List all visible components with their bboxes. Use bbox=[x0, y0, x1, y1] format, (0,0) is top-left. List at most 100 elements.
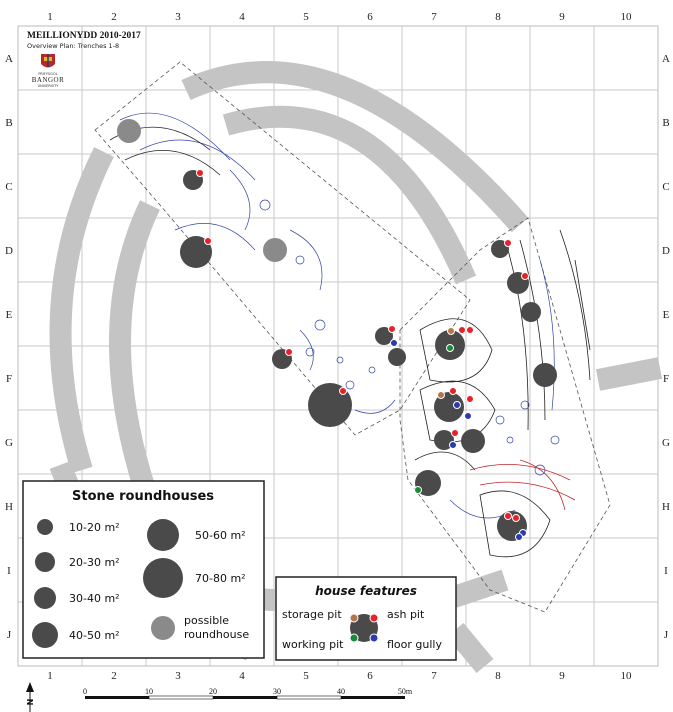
storage-pit-dot bbox=[447, 327, 455, 335]
row-label: E bbox=[663, 309, 670, 321]
row-labels-right: A B C D E F G H I J bbox=[662, 53, 670, 641]
ash-pit-dot bbox=[204, 237, 212, 245]
ash-pit-dot bbox=[512, 514, 520, 522]
ash-pit-dot bbox=[458, 326, 466, 334]
trench-outlines bbox=[94, 61, 611, 613]
row-label: H bbox=[5, 501, 13, 513]
roundhouse bbox=[375, 327, 393, 345]
logo-small-bottom: UNIVERSITY bbox=[38, 84, 60, 88]
logo-small-top: PRIFYSGOL bbox=[38, 72, 57, 76]
col-label: 9 bbox=[559, 11, 565, 23]
working-pit-dot bbox=[446, 344, 454, 352]
col-label: 4 bbox=[239, 11, 245, 23]
col-label: 10 bbox=[621, 670, 633, 682]
north-arrow-icon: N bbox=[26, 682, 35, 712]
floor-gully-dot bbox=[515, 533, 523, 541]
col-label: 6 bbox=[367, 670, 373, 682]
row-labels-left: A B C D E F G H I J bbox=[5, 53, 13, 641]
row-label: G bbox=[662, 437, 670, 449]
row-label: E bbox=[6, 309, 13, 321]
floor-gully-dot bbox=[369, 633, 379, 643]
outer-ring-arc bbox=[181, 61, 529, 233]
scale-tick: 50m bbox=[398, 687, 413, 696]
ash-pit-dot bbox=[521, 272, 529, 280]
ash-pit-dot bbox=[466, 395, 474, 403]
legend-swatch-30-40 bbox=[34, 587, 56, 609]
legend-label-possible: possible bbox=[184, 614, 229, 627]
roundhouse-possible bbox=[117, 119, 141, 143]
legend-label: 10-20 m² bbox=[69, 521, 120, 534]
roundhouse bbox=[461, 429, 485, 453]
row-label: A bbox=[662, 53, 670, 65]
trench-southeast bbox=[399, 217, 611, 613]
house-features-legend: house features storage pit ash pit worki… bbox=[275, 576, 457, 661]
legend-label: 70-80 m² bbox=[195, 572, 246, 585]
legend-swatch-40-50 bbox=[32, 622, 58, 648]
ash-pit-label: ash pit bbox=[387, 608, 425, 621]
row-label: C bbox=[662, 181, 669, 193]
ring-south-stub bbox=[446, 622, 494, 674]
working-pit-dot bbox=[349, 633, 359, 643]
scale-tick: 40 bbox=[337, 687, 345, 696]
floor-gully-dot bbox=[449, 441, 457, 449]
col-label: 2 bbox=[111, 11, 117, 23]
university-logo: PRIFYSGOL BANGOR UNIVERSITY bbox=[32, 54, 64, 88]
row-label: I bbox=[664, 565, 668, 577]
legend-label: 20-30 m² bbox=[69, 556, 120, 569]
outer-ring-west-arc bbox=[49, 147, 114, 474]
legend-swatch-20-30 bbox=[35, 552, 55, 572]
middle-ring-west-arc bbox=[109, 200, 161, 509]
storage-pit-dot bbox=[349, 613, 359, 623]
row-label: F bbox=[663, 373, 669, 385]
roundhouse-possible bbox=[263, 238, 287, 262]
shield-icon bbox=[41, 54, 55, 68]
row-label: A bbox=[5, 53, 13, 65]
working-pit-label: working pit bbox=[282, 638, 344, 651]
trench-northwest bbox=[94, 61, 471, 436]
ash-pit-dot bbox=[369, 613, 379, 623]
col-label: 1 bbox=[47, 11, 53, 23]
col-label: 6 bbox=[367, 11, 373, 23]
row-label: F bbox=[6, 373, 12, 385]
roundhouse bbox=[521, 302, 541, 322]
legend-label: 40-50 m² bbox=[69, 629, 120, 642]
col-label: 5 bbox=[303, 11, 309, 23]
row-label: C bbox=[5, 181, 12, 193]
ash-pit-dot bbox=[388, 325, 396, 333]
col-label: 8 bbox=[495, 670, 501, 682]
legend-swatch-50-60 bbox=[147, 519, 179, 551]
row-label: J bbox=[664, 629, 669, 641]
scale-bar: 0 10 20 30 40 50m bbox=[83, 687, 413, 700]
col-label: 2 bbox=[111, 670, 117, 682]
floor-gully-dot bbox=[464, 412, 472, 420]
working-pit-dot bbox=[414, 486, 422, 494]
north-label: N bbox=[26, 699, 35, 706]
map-title: MEILLIONYDD 2010-2017 bbox=[27, 31, 141, 41]
storage-pit-dot bbox=[437, 391, 445, 399]
scale-tick: 10 bbox=[145, 687, 153, 696]
col-label: 10 bbox=[621, 11, 633, 23]
ring-east-stub bbox=[595, 357, 663, 391]
map-subtitle: Overview Plan: Trenches 1-8 bbox=[27, 42, 119, 50]
stone-roundhouses-legend: Stone roundhouses 10-20 m² 20-30 m² 30-4… bbox=[22, 480, 265, 659]
ash-pit-dot bbox=[339, 387, 347, 395]
ash-pit-dot bbox=[451, 429, 459, 437]
scale-tick: 20 bbox=[209, 687, 217, 696]
house-features-title: house features bbox=[315, 584, 417, 598]
col-label: 7 bbox=[431, 670, 437, 682]
storage-pit-label: storage pit bbox=[282, 608, 342, 621]
column-labels-top: 1 2 3 4 5 6 7 8 9 10 bbox=[47, 11, 632, 23]
col-label: 3 bbox=[175, 11, 181, 23]
title-block: MEILLIONYDD 2010-2017 Overview Plan: Tre… bbox=[27, 31, 141, 50]
ash-pit-dot bbox=[504, 239, 512, 247]
row-label: D bbox=[5, 245, 13, 257]
roundhouse bbox=[533, 363, 557, 387]
roundhouse bbox=[434, 392, 464, 422]
ash-pit-dot bbox=[449, 387, 457, 395]
roundhouse bbox=[180, 236, 212, 268]
row-label: B bbox=[662, 117, 669, 129]
col-label: 8 bbox=[495, 11, 501, 23]
column-labels-bottom: 1 2 3 4 5 6 7 8 9 10 bbox=[47, 670, 632, 682]
col-label: 9 bbox=[559, 670, 565, 682]
